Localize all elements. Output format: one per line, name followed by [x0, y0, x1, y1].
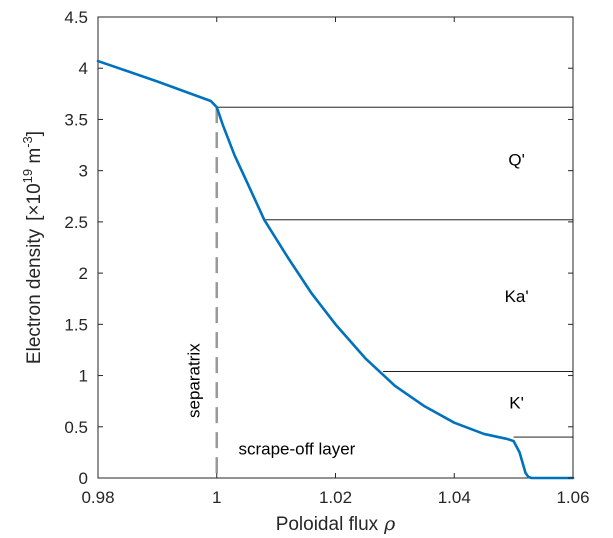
- y-tick-label: 2: [79, 264, 88, 283]
- x-tick-label: 1: [212, 488, 221, 507]
- y-tick-label: 3: [79, 162, 88, 181]
- band-label: Q': [508, 151, 524, 170]
- x-tick-label: 1.02: [319, 488, 352, 507]
- y-tick-label: 0: [79, 469, 88, 488]
- ticks: 0.98 1 1.02 1.04 1.06 0 0.5 1 1.5 2 2.5 3 3.5 4 4.5: [64, 8, 589, 507]
- y-axis-unit-open: [×10: [24, 183, 45, 221]
- separatrix-label: separatrix: [185, 343, 204, 418]
- y-tick-label: 4.5: [64, 8, 88, 27]
- y-axis-unit-mid: m: [24, 148, 45, 169]
- x-axis-label-symbol: ρ: [383, 513, 396, 535]
- band-label: K': [509, 393, 524, 412]
- y-tick-label: 2.5: [64, 213, 88, 232]
- series-line-0: [96, 59, 575, 480]
- x-axis-label-text: Poloidal flux: [276, 514, 379, 535]
- band-label: Ka': [505, 287, 529, 306]
- y-axis-unit-exp1: 19: [20, 169, 35, 183]
- annotations: scrape-off layer: [238, 439, 355, 458]
- separatrix-group: separatrix: [185, 107, 218, 478]
- y-axis-label-text: Electron density: [24, 228, 45, 364]
- x-tick-label: 0.98: [81, 488, 114, 507]
- x-axis-label: Poloidal flux ρ: [276, 513, 396, 535]
- series-group: [96, 59, 575, 480]
- y-tick-label: 0.5: [64, 418, 88, 437]
- y-tick-label: 1: [79, 367, 88, 386]
- y-tick-label: 1.5: [64, 315, 88, 334]
- y-axis-label: Electron density [×1019 m-3]: [20, 131, 45, 364]
- x-tick-label: 1.04: [438, 488, 471, 507]
- x-tick-label: 1.06: [556, 488, 589, 507]
- y-axis-unit-exp2: -3: [20, 136, 35, 148]
- band-labels: Q' Ka' K': [505, 151, 529, 413]
- y-tick-label: 4: [79, 59, 88, 78]
- level-lines: [216, 106, 573, 438]
- y-axis-unit-close: ]: [24, 131, 45, 136]
- y-tick-label: 3.5: [64, 110, 88, 129]
- annotation-label: scrape-off layer: [238, 439, 355, 458]
